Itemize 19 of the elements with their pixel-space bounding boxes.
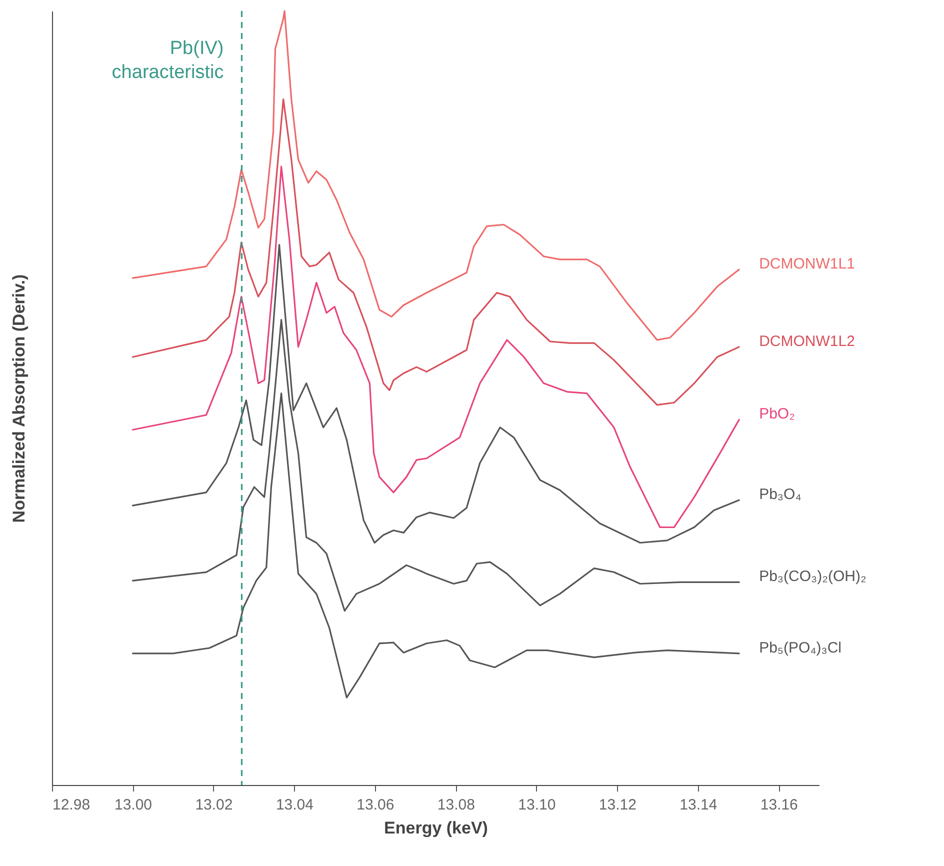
x-tick-label: 13.04 [276, 796, 314, 814]
series-label: DCMONW1L2 [759, 332, 855, 350]
y-axis-title: Normalized Absorption (Deriv.) [10, 274, 28, 523]
x-tick-label: 13.16 [760, 796, 798, 814]
x-tick-label: 13.12 [598, 796, 636, 814]
series-label: PbO₂ [759, 406, 796, 423]
x-tick-label: 13.00 [114, 796, 152, 814]
x-tick-label: 13.02 [195, 796, 233, 814]
ref-line-label: Pb(IV) characteristic [112, 38, 224, 83]
x-tick-label: 13.08 [437, 796, 475, 814]
series-label: Pb₅(PO₄)₃Cl [759, 639, 842, 656]
series-label: DCMONW1L1 [759, 256, 855, 273]
series-label: Pb₃(CO₃)₂(OH)₂ [759, 568, 866, 586]
x-tick-label: 13.10 [518, 796, 556, 814]
x-axis-title: Energy (keV) [384, 818, 488, 838]
series-label: Pb₃O₄ [759, 486, 802, 504]
x-tick-label: 13.14 [680, 796, 718, 814]
x-tick-label: 12.98 [52, 796, 90, 814]
x-tick-label: 13.06 [356, 796, 394, 814]
